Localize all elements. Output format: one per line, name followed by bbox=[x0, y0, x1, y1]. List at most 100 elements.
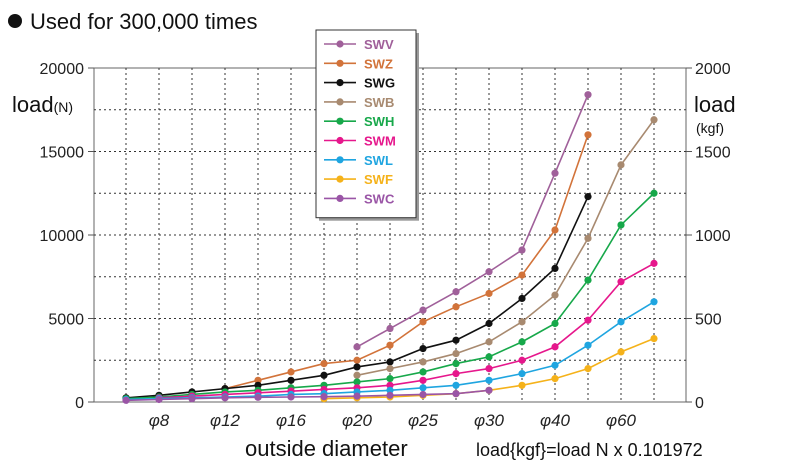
series-swg-point bbox=[584, 192, 592, 201]
series-swh-point bbox=[617, 221, 625, 229]
series-swb-point bbox=[617, 161, 625, 169]
y-axis-left-title: load bbox=[12, 92, 54, 117]
x-tick-label: φ20 bbox=[342, 411, 373, 430]
series-swb-point bbox=[452, 349, 460, 358]
y-axis-left-unit: (N) bbox=[53, 99, 74, 115]
series-swm-point bbox=[551, 343, 559, 351]
series-swg-point bbox=[353, 363, 361, 371]
series-swb-point bbox=[419, 358, 427, 366]
headline: Used for 300,000 times bbox=[30, 9, 258, 34]
series-swg-point bbox=[287, 376, 295, 384]
series-swm-point bbox=[452, 370, 460, 378]
legend-swc-label: SWC bbox=[364, 191, 395, 206]
series-swz-point bbox=[584, 131, 592, 139]
legend-swv-swatch-marker bbox=[336, 40, 344, 48]
series-swl-point bbox=[452, 381, 460, 389]
legend-box bbox=[315, 29, 417, 219]
legend-swg-swatch-marker bbox=[336, 79, 344, 87]
legend-swf-swatch-marker bbox=[336, 175, 344, 183]
x-tick-label: φ12 bbox=[210, 411, 241, 430]
legend-swb-swatch-marker bbox=[336, 98, 344, 106]
series-swz-point bbox=[353, 356, 361, 364]
series-swc-point bbox=[287, 393, 295, 401]
series-swz-point bbox=[518, 271, 526, 279]
series-swb-point bbox=[518, 318, 526, 326]
legend-swf-label: SWF bbox=[364, 172, 393, 187]
series-swc-point bbox=[155, 395, 163, 404]
legend-swl-label: SWL bbox=[364, 153, 393, 168]
series-swb-point bbox=[485, 338, 493, 346]
series-swh-point bbox=[353, 378, 361, 386]
series-swh-point bbox=[584, 276, 592, 284]
y-tick-label-left: 0 bbox=[75, 395, 84, 412]
legend-swm-label: SWM bbox=[364, 134, 396, 149]
y-tick-label-left: 20000 bbox=[40, 61, 85, 78]
series-swz-point bbox=[254, 376, 262, 384]
series-swg-point bbox=[551, 264, 559, 272]
y-tick-label-right: 2000 bbox=[695, 61, 731, 78]
series-swc-point bbox=[386, 391, 394, 399]
series-swf-point bbox=[551, 375, 559, 383]
series-swm-point bbox=[485, 365, 493, 373]
conversion-formula: load{kgf}=load N x 0.101972 bbox=[476, 440, 703, 460]
x-tick-label: φ16 bbox=[276, 411, 307, 430]
series-swl-point bbox=[650, 298, 658, 306]
series-swz-point bbox=[419, 318, 427, 326]
series-swh-point bbox=[551, 319, 559, 328]
series-swc-point bbox=[254, 393, 262, 401]
series-swv-point bbox=[353, 343, 361, 351]
legend-swg-label: SWG bbox=[364, 76, 395, 91]
series-swb-point bbox=[386, 365, 394, 373]
x-tick-label: φ8 bbox=[149, 411, 170, 430]
series-swc-point bbox=[485, 386, 493, 394]
x-tick-label: φ60 bbox=[606, 411, 637, 430]
series-swf-point bbox=[584, 365, 592, 373]
series-swl-point bbox=[419, 384, 427, 392]
legend-swz-swatch-marker bbox=[336, 59, 344, 67]
series-swf-point bbox=[650, 334, 658, 343]
series-swh-point bbox=[518, 338, 526, 346]
series-swz-point bbox=[386, 341, 394, 349]
series-swb-point bbox=[584, 234, 592, 242]
bullet-icon bbox=[8, 14, 22, 28]
series-swz-point bbox=[485, 289, 493, 298]
series-swg-point bbox=[518, 294, 526, 303]
series-swg-point bbox=[485, 319, 493, 328]
y-tick-label-right: 0 bbox=[695, 395, 704, 412]
x-tick-label: φ25 bbox=[408, 411, 439, 430]
series-swf-point bbox=[518, 381, 526, 389]
y-tick-label-right: 1000 bbox=[695, 228, 731, 245]
series-swl-point bbox=[485, 376, 493, 384]
y-axis-right-unit: (kgf) bbox=[696, 120, 724, 136]
series-swh-point bbox=[485, 353, 493, 361]
series-swm-line bbox=[158, 262, 655, 399]
series-swc-point bbox=[122, 396, 130, 404]
series-swv-point bbox=[452, 288, 460, 296]
y-tick-label-left: 15000 bbox=[40, 145, 85, 162]
x-axis-label: outside diameter bbox=[245, 436, 408, 461]
series-swz-point bbox=[452, 303, 460, 311]
series-swh-point bbox=[386, 375, 394, 383]
series-swv-point bbox=[386, 324, 394, 333]
series-swl-point bbox=[518, 370, 526, 378]
series-swv-point bbox=[551, 169, 559, 177]
series-swg-point bbox=[419, 344, 427, 353]
legend-swz-label: SWZ bbox=[364, 56, 393, 71]
series-swv-point bbox=[518, 246, 526, 254]
series-swh-point bbox=[650, 189, 658, 197]
series-swm-point bbox=[584, 316, 592, 324]
series-swg-point bbox=[386, 358, 394, 366]
series-swz-point bbox=[287, 368, 295, 376]
series-swm-point bbox=[419, 376, 427, 384]
series-swz-point bbox=[320, 359, 328, 368]
y-axis-right-title: load bbox=[694, 92, 736, 117]
legend-swb-label: SWB bbox=[364, 95, 394, 110]
series-swg-point bbox=[254, 381, 262, 389]
series-swb-point bbox=[551, 291, 559, 299]
series-swg-point bbox=[320, 371, 328, 379]
series-swv-line bbox=[356, 94, 589, 348]
series-swl-point bbox=[584, 341, 592, 349]
series-swc-point bbox=[221, 394, 229, 402]
series-swb-line bbox=[356, 119, 655, 377]
